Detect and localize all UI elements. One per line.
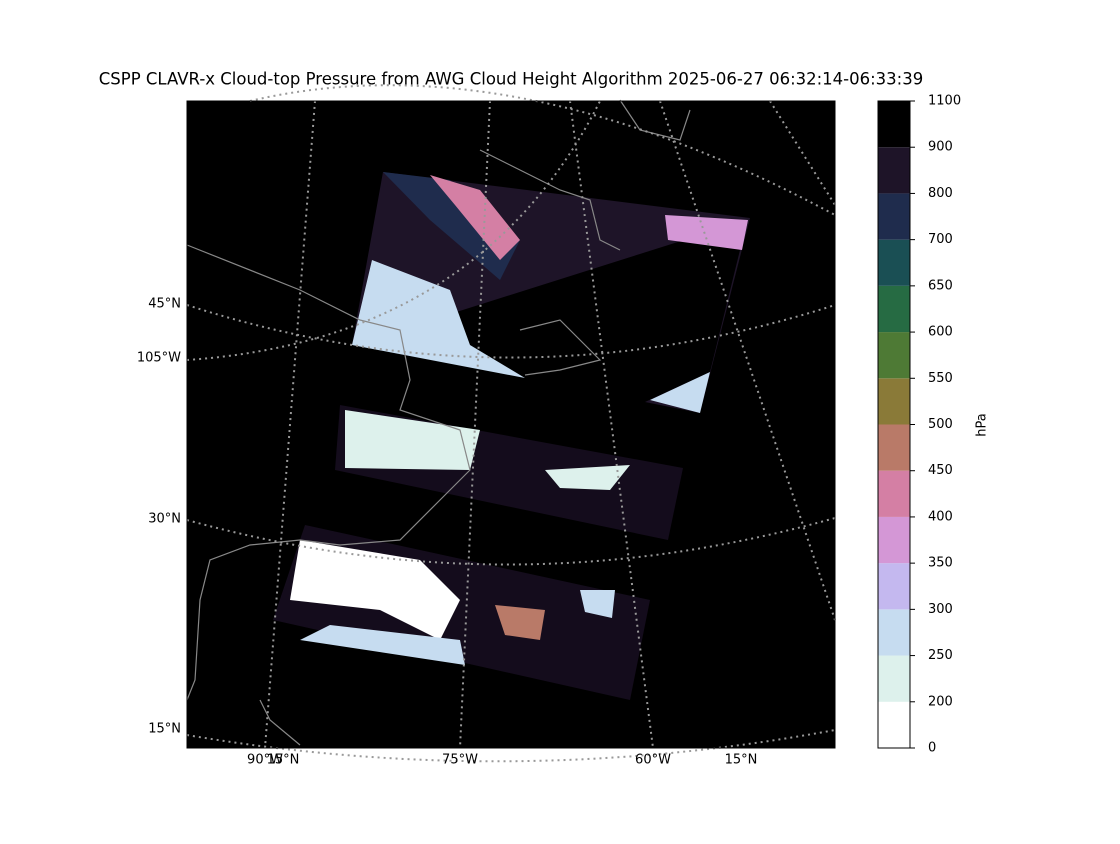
- colorbar-segment: [878, 516, 910, 564]
- cloud-patch: [650, 372, 710, 413]
- cloud-patch: [580, 590, 615, 618]
- cloud-patch: [300, 625, 465, 665]
- lon-label: 15°N: [725, 753, 758, 768]
- colorbar-tick-label: 0: [928, 741, 936, 756]
- graticule: [659, 100, 836, 621]
- colorbar-tick-label: 900: [928, 140, 953, 155]
- colorbar-segment: [878, 239, 910, 286]
- colorbar-tick-label: 450: [928, 463, 953, 478]
- graticule: [186, 100, 601, 361]
- colorbar-tick-label: 1100: [928, 94, 961, 109]
- colorbar-tick-label: 250: [928, 648, 953, 663]
- graticule: [186, 729, 836, 763]
- colorbar-tick-label: 650: [928, 278, 953, 293]
- colorbar-tick-label: 800: [928, 186, 953, 201]
- colorbar-label: hPa: [975, 413, 990, 436]
- graticule: [186, 304, 836, 359]
- colorbar-tick-label: 300: [928, 602, 953, 617]
- lon-label: 90°W: [247, 753, 283, 768]
- colorbar-segment: [878, 285, 910, 333]
- colorbar-tick-label: 500: [928, 417, 953, 432]
- cloud-patch: [290, 540, 460, 640]
- coastline: [186, 99, 691, 746]
- colorbar-segment: [878, 424, 910, 471]
- colorbar-tick-label: 400: [928, 509, 953, 524]
- lon-label: 15°N: [267, 753, 300, 768]
- colorbar-segment: [878, 470, 910, 517]
- lat-label: 30°N: [148, 512, 181, 527]
- colorbar-tick-label: 350: [928, 556, 953, 571]
- graticule: [569, 100, 654, 749]
- cloud-patch: [383, 172, 520, 280]
- colorbar-tick-label: 600: [928, 325, 953, 340]
- colorbar-segment: [878, 701, 910, 748]
- cloud-patch: [545, 465, 630, 490]
- colorbar-segment: [878, 563, 910, 610]
- graticule: [264, 100, 316, 749]
- map-frame: [186, 100, 836, 749]
- colorbar-segment: [878, 147, 910, 194]
- lon-label: 75°W: [442, 753, 478, 768]
- colorbar-segment: [878, 101, 910, 148]
- graticule: [769, 100, 836, 206]
- colorbar-segment: [878, 609, 910, 656]
- colorbar-segment: [878, 378, 910, 425]
- colorbar-tick-label: 200: [928, 694, 953, 709]
- map-title: CSPP CLAVR-x Cloud-top Pressure from AWG…: [99, 70, 923, 89]
- cloud-patch: [430, 175, 520, 260]
- cloud-patch: [665, 215, 748, 250]
- map-area: [186, 84, 836, 763]
- lat-label: 105°W: [137, 351, 181, 366]
- colorbar-tick-label: 700: [928, 232, 953, 247]
- cloud-patch: [352, 260, 525, 378]
- cloud-patch: [495, 605, 545, 640]
- colorbar-segment: [878, 655, 910, 702]
- colorbar-segment: [878, 332, 910, 379]
- lon-label: 60°W: [635, 753, 671, 768]
- colorbar-segment: [878, 193, 910, 240]
- lat-label: 45°N: [148, 297, 181, 312]
- lat-label: 15°N: [148, 722, 181, 737]
- colorbar-tick-label: 550: [928, 371, 953, 386]
